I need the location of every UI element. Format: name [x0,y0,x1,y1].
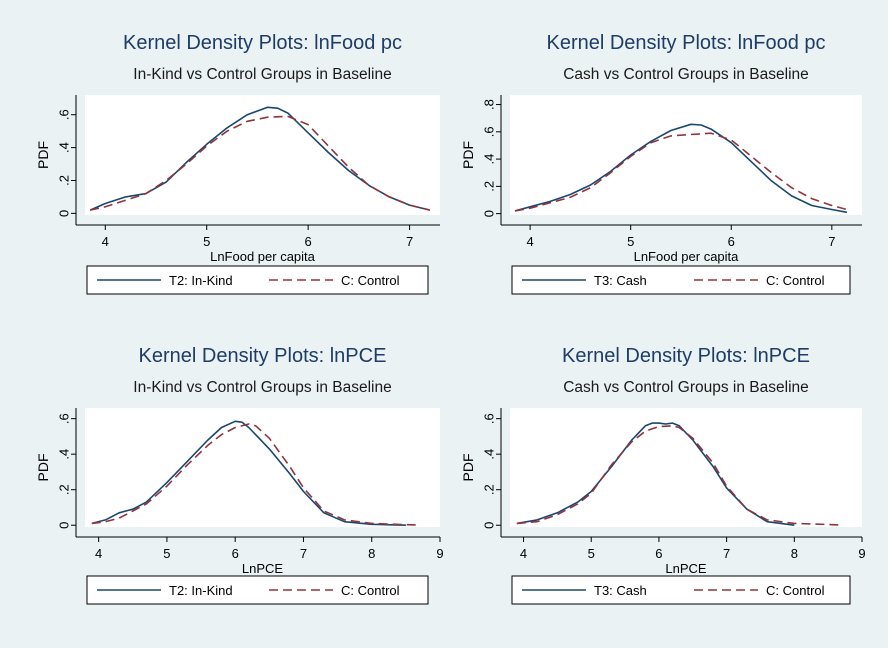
x-axis-label: LnPCE [665,561,707,576]
plot-area [85,408,440,527]
legend: T3: Cash C: Control [511,265,851,295]
chart-panel-4: Kernel Density Plots: lnPCE Cash vs Contr… [460,345,866,605]
series-line-1 [91,420,406,526]
legend-label: C: Control [766,273,825,288]
chart-subtitle: In-Kind vs Control Groups in Baseline [133,66,391,83]
y-tick-label: .2 [481,484,496,495]
y-tick-label: 0 [481,522,496,529]
series-line-2 [514,132,848,212]
chart-subtitle: Cash vs Control Groups in Baseline [563,66,809,83]
chart-panel-2: Kernel Density Plots: lnFood pc Cash vs C… [460,32,862,295]
y-tick-label: .6 [481,413,496,424]
x-tick-label: 9 [436,546,443,561]
y-axis-label: PDF [460,454,476,482]
legend: T3: Cash C: Control [511,575,851,605]
chart-title: Kernel Density Plots: lnFood pc [123,32,402,54]
y-tick-label: .8 [481,99,496,110]
y-tick-label: 0 [56,210,71,217]
x-tick-label: 6 [728,234,735,249]
y-tick-label: .6 [56,109,71,120]
chart-subtitle: In-Kind vs Control Groups in Baseline [133,379,391,396]
y-tick-label: .2 [481,181,496,192]
series-line-1 [514,123,848,214]
y-tick-label: .4 [481,154,496,165]
x-tick-label: 7 [828,234,835,249]
x-tick-label: 4 [102,234,109,249]
chart-title: Kernel Density Plots: lnPCE [562,345,810,367]
y-axis-label: PDF [35,454,51,482]
chart-title: Kernel Density Plots: lnFood pc [546,32,825,54]
chart-panel-1: Kernel Density Plots: lnFood pc In-Kind v… [35,32,440,295]
legend-label: C: Control [341,583,400,598]
legend: T2: In-Kind C: Control [86,265,429,295]
x-tick-label: 7 [406,234,413,249]
y-tick-label: 0 [481,210,496,217]
legend-label: C: Control [766,583,825,598]
x-tick-label: 5 [588,546,595,561]
x-tick-label: 5 [627,234,634,249]
y-tick-label: .2 [56,175,71,186]
chart-panel-3: Kernel Density Plots: lnPCE In-Kind vs Co… [35,345,444,605]
x-tick-label: 6 [232,546,239,561]
plot-area [85,95,440,215]
legend-label: C: Control [341,273,400,288]
x-tick-label: 4 [95,546,102,561]
x-tick-label: 6 [305,234,312,249]
legend-label: T2: In-Kind [169,583,233,598]
legend-label: T3: Cash [594,583,647,598]
y-axis-label: PDF [460,141,476,169]
x-tick-label: 6 [655,546,662,561]
series-line-2 [516,425,839,526]
series-line-2 [89,115,431,211]
y-tick-label: .6 [481,126,496,137]
y-tick-label: .4 [56,142,71,153]
x-tick-label: 4 [526,234,533,249]
x-axis-label: LnFood per capita [634,249,740,264]
x-tick-label: 5 [203,234,210,249]
x-tick-label: 5 [163,546,170,561]
x-tick-label: 7 [723,546,730,561]
series-line-2 [91,423,417,526]
x-tick-label: 9 [858,546,865,561]
x-axis-label: LnPCE [242,561,284,576]
y-tick-label: .2 [56,484,71,495]
y-axis-label: PDF [35,141,51,169]
x-tick-label: 4 [520,546,527,561]
legend: T2: In-Kind C: Control [86,575,429,605]
y-tick-label: .4 [56,449,71,460]
series-line-1 [516,422,795,526]
x-tick-label: 8 [791,546,798,561]
x-axis-label: LnFood per capita [210,249,316,264]
y-tick-label: 0 [56,522,71,529]
chart-title: Kernel Density Plots: lnPCE [139,345,387,367]
y-tick-label: .4 [481,449,496,460]
legend-label: T3: Cash [594,273,647,288]
legend-label: T2: In-Kind [169,273,233,288]
y-tick-label: .6 [56,413,71,424]
chart-subtitle: Cash vs Control Groups in Baseline [563,379,809,396]
x-tick-label: 8 [368,546,375,561]
x-tick-label: 7 [300,546,307,561]
